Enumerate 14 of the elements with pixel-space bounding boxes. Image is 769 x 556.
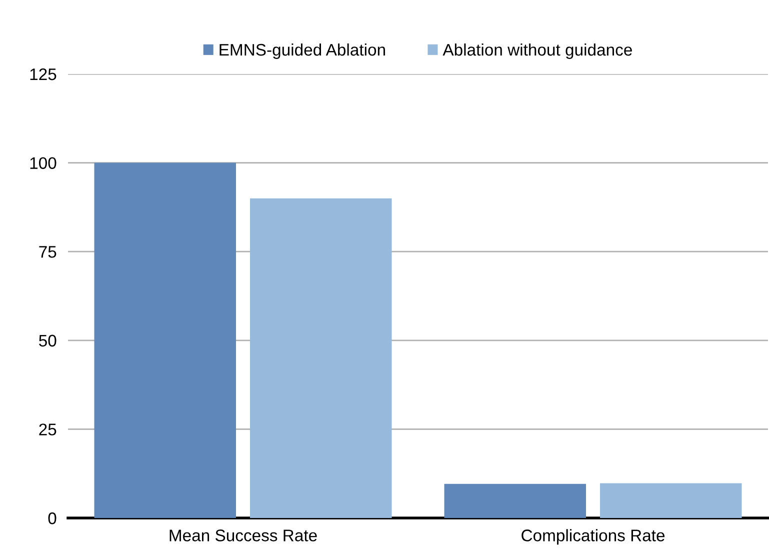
bar bbox=[444, 484, 586, 518]
x-tick-label: Mean Success Rate bbox=[170, 530, 317, 542]
y-tick-label: 125 bbox=[30, 68, 56, 80]
legend-label: EMNS-guided Ablation bbox=[220, 43, 385, 59]
bar bbox=[94, 162, 236, 518]
y-tick-label: 0 bbox=[48, 512, 56, 524]
x-tick-label: Complications Rate bbox=[522, 529, 665, 545]
bar bbox=[250, 198, 392, 518]
y-tick-label: 100 bbox=[30, 157, 56, 170]
y-tick-label: 75 bbox=[39, 246, 56, 258]
legend-label: Ablation without guidance bbox=[442, 43, 632, 59]
y-tick-label: 50 bbox=[39, 334, 56, 347]
y-tick-label: 25 bbox=[39, 424, 56, 436]
bar bbox=[600, 483, 742, 518]
